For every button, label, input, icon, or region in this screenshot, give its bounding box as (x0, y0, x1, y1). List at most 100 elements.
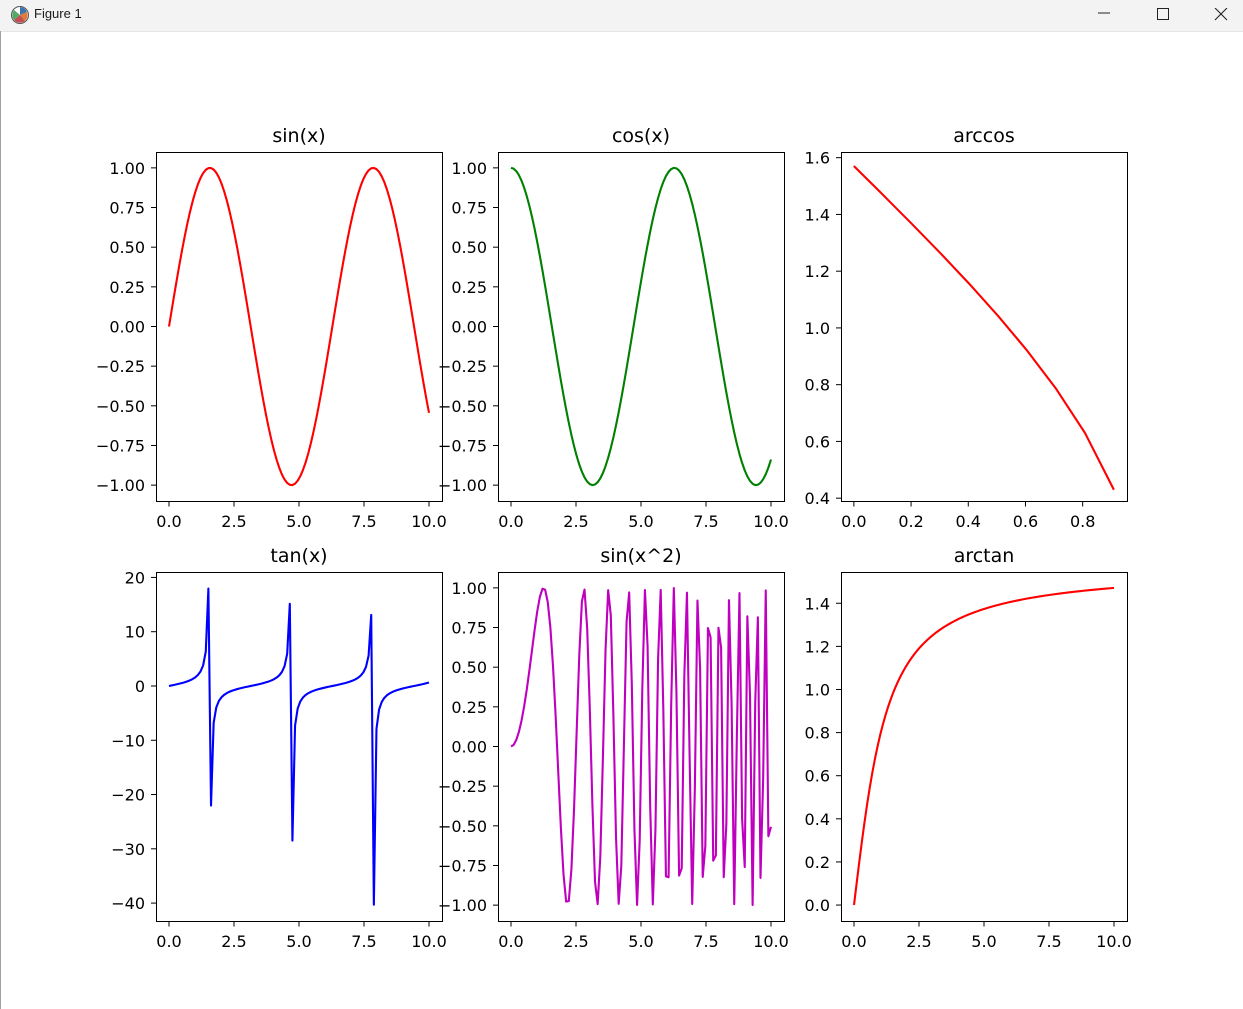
subplot-5: sin(x^2) 0.0 2.5 5.0 7.5 10.0 1.00 0.75 0.50 0.25… (438, 545, 789, 951)
maximize-icon (1157, 8, 1169, 20)
matplotlib-figure-icon (10, 5, 30, 25)
y-tick-label: 0.75 (451, 199, 487, 218)
axes-frame (156, 152, 443, 502)
y-tick-label: 0.2 (805, 853, 830, 872)
x-tick-label: 5.0 (628, 512, 653, 531)
x-tick-label: 7.5 (1036, 932, 1061, 951)
subplot-2: cos(x) 0.0 2.5 5.0 7.5 10.0 1.00 0.75 0.50 0.25 0.… (438, 125, 789, 531)
x-tick-label: 0.0 (156, 512, 181, 531)
series-line-tan(x) (168, 587, 430, 906)
x-tick-label: 0.2 (898, 512, 923, 531)
y-tick-label: 1.4 (805, 205, 830, 224)
y-tick-label: 1.0 (805, 680, 830, 699)
y-tick-label: −0.75 (438, 436, 487, 455)
subplot-title: arctan (954, 545, 1015, 567)
minimize-icon (1098, 12, 1110, 14)
axes-frame (841, 152, 1128, 502)
x-tick-label: 10.0 (753, 512, 789, 531)
subplot-title: cos(x) (612, 125, 670, 147)
axes-frame (498, 152, 785, 502)
y-tick-label: 1.6 (805, 149, 830, 168)
subplot-title: tan(x) (270, 545, 327, 567)
x-tick-label: 7.5 (351, 512, 376, 531)
y-tick-label: 0.00 (451, 318, 487, 337)
minimize-button[interactable] (1075, 0, 1133, 31)
series-line-sin(x^2) (510, 587, 773, 907)
close-button[interactable] (1191, 0, 1243, 31)
subplot-title: sin(x) (272, 125, 325, 147)
window-titlebar: Figure 1 (0, 0, 1243, 32)
y-tick-label: −20 (111, 786, 145, 805)
x-tick-label: 5.0 (628, 932, 653, 951)
x-tick-label: 10.0 (753, 932, 789, 951)
y-tick-label: 0.25 (451, 278, 487, 297)
subplot-4: tan(x) 0.0 2.5 5.0 7.5 10.0 20 10 0 −10 −20 −30 −40 (111, 545, 447, 951)
y-tick-label: 10 (125, 623, 145, 642)
y-tick-label: −40 (111, 894, 145, 913)
y-tick-label: 0.6 (805, 432, 830, 451)
y-tick-label: 1.00 (109, 159, 145, 178)
x-tick-label: 10.0 (411, 512, 447, 531)
series-line-sin(x) (167, 166, 431, 487)
y-tick-label: 0.6 (805, 767, 830, 786)
close-icon (1214, 8, 1228, 21)
y-tick-label: 1.00 (451, 579, 487, 598)
y-tick-label: 0.75 (109, 199, 145, 218)
x-tick-label: 2.5 (221, 512, 246, 531)
x-tick-label: 7.5 (693, 512, 718, 531)
y-tick-label: 1.00 (451, 159, 487, 178)
y-tick-label: −0.75 (438, 856, 487, 875)
x-tick-label: 0.8 (1070, 512, 1095, 531)
axes-frame (841, 572, 1128, 922)
window-left-border (0, 31, 1, 1009)
y-tick-label: 1.2 (805, 637, 830, 656)
y-tick-label: −0.50 (438, 397, 487, 416)
subplot-title: arccos (953, 125, 1014, 147)
series-line-arccos (853, 165, 1115, 491)
series-line-cos(x) (510, 166, 772, 487)
x-tick-label: 0.0 (841, 512, 866, 531)
maximize-button[interactable] (1133, 0, 1191, 31)
y-tick-label: 1.4 (805, 594, 830, 613)
x-tick-label: 0.0 (498, 512, 523, 531)
y-tick-label: 0.8 (805, 376, 830, 395)
subplot-3: arccos 0.0 0.2 0.4 0.6 0.8 1.6 1.4 1.2 1.0 0.8 0.6 0… (805, 125, 1128, 531)
x-tick-label: 0.0 (498, 932, 523, 951)
y-tick-label: 20 (125, 568, 145, 587)
y-tick-label: 1.0 (805, 319, 830, 338)
x-tick-label: 5.0 (971, 932, 996, 951)
x-tick-label: 2.5 (221, 932, 246, 951)
x-tick-label: 0.4 (956, 512, 981, 531)
y-tick-label: −10 (111, 731, 145, 750)
y-tick-label: 0 (135, 677, 145, 696)
y-tick-label: −30 (111, 840, 145, 859)
series-line-arctan (852, 586, 1115, 906)
y-tick-label: 0.50 (109, 238, 145, 257)
x-tick-label: 5.0 (286, 512, 311, 531)
y-tick-label: −1.00 (438, 896, 487, 915)
y-tick-label: 0.50 (451, 238, 487, 257)
y-tick-label: −0.25 (438, 777, 487, 796)
y-tick-label: 0.8 (805, 724, 830, 743)
y-tick-label: 0.00 (451, 738, 487, 757)
y-tick-label: 0.25 (109, 278, 145, 297)
y-tick-label: 0.75 (451, 619, 487, 638)
subplot-1: sin(x) 0.0 2.5 5.0 7.5 10.0 1.00 0.75 0.50 0.25 0.… (96, 125, 447, 531)
subplot-title: sin(x^2) (600, 545, 681, 567)
y-tick-label: 1.2 (805, 262, 830, 281)
x-tick-label: 10.0 (1096, 932, 1132, 951)
y-tick-label: −0.50 (438, 817, 487, 836)
y-tick-label: −1.00 (96, 476, 145, 495)
x-tick-label: 2.5 (563, 932, 588, 951)
axes-frame (156, 572, 443, 922)
y-tick-label: 0.50 (451, 658, 487, 677)
x-tick-label: 5.0 (286, 932, 311, 951)
y-tick-label: 0.4 (805, 489, 830, 508)
x-tick-label: 0.0 (156, 932, 181, 951)
subplot-6: arctan 0.0 2.5 5.0 7.5 10.0 1.4 1.2 1.0 0.8 0.6 0.4… (805, 545, 1132, 951)
figure-canvas: sin(x)0.0 2.5 5.0 7.5 10.01.000.750.500.250.… (96, 125, 1132, 951)
y-tick-label: 0.4 (805, 810, 830, 829)
y-tick-label: −0.75 (96, 436, 145, 455)
x-tick-label: 10.0 (411, 932, 447, 951)
window-title: Figure 1 (34, 6, 82, 21)
